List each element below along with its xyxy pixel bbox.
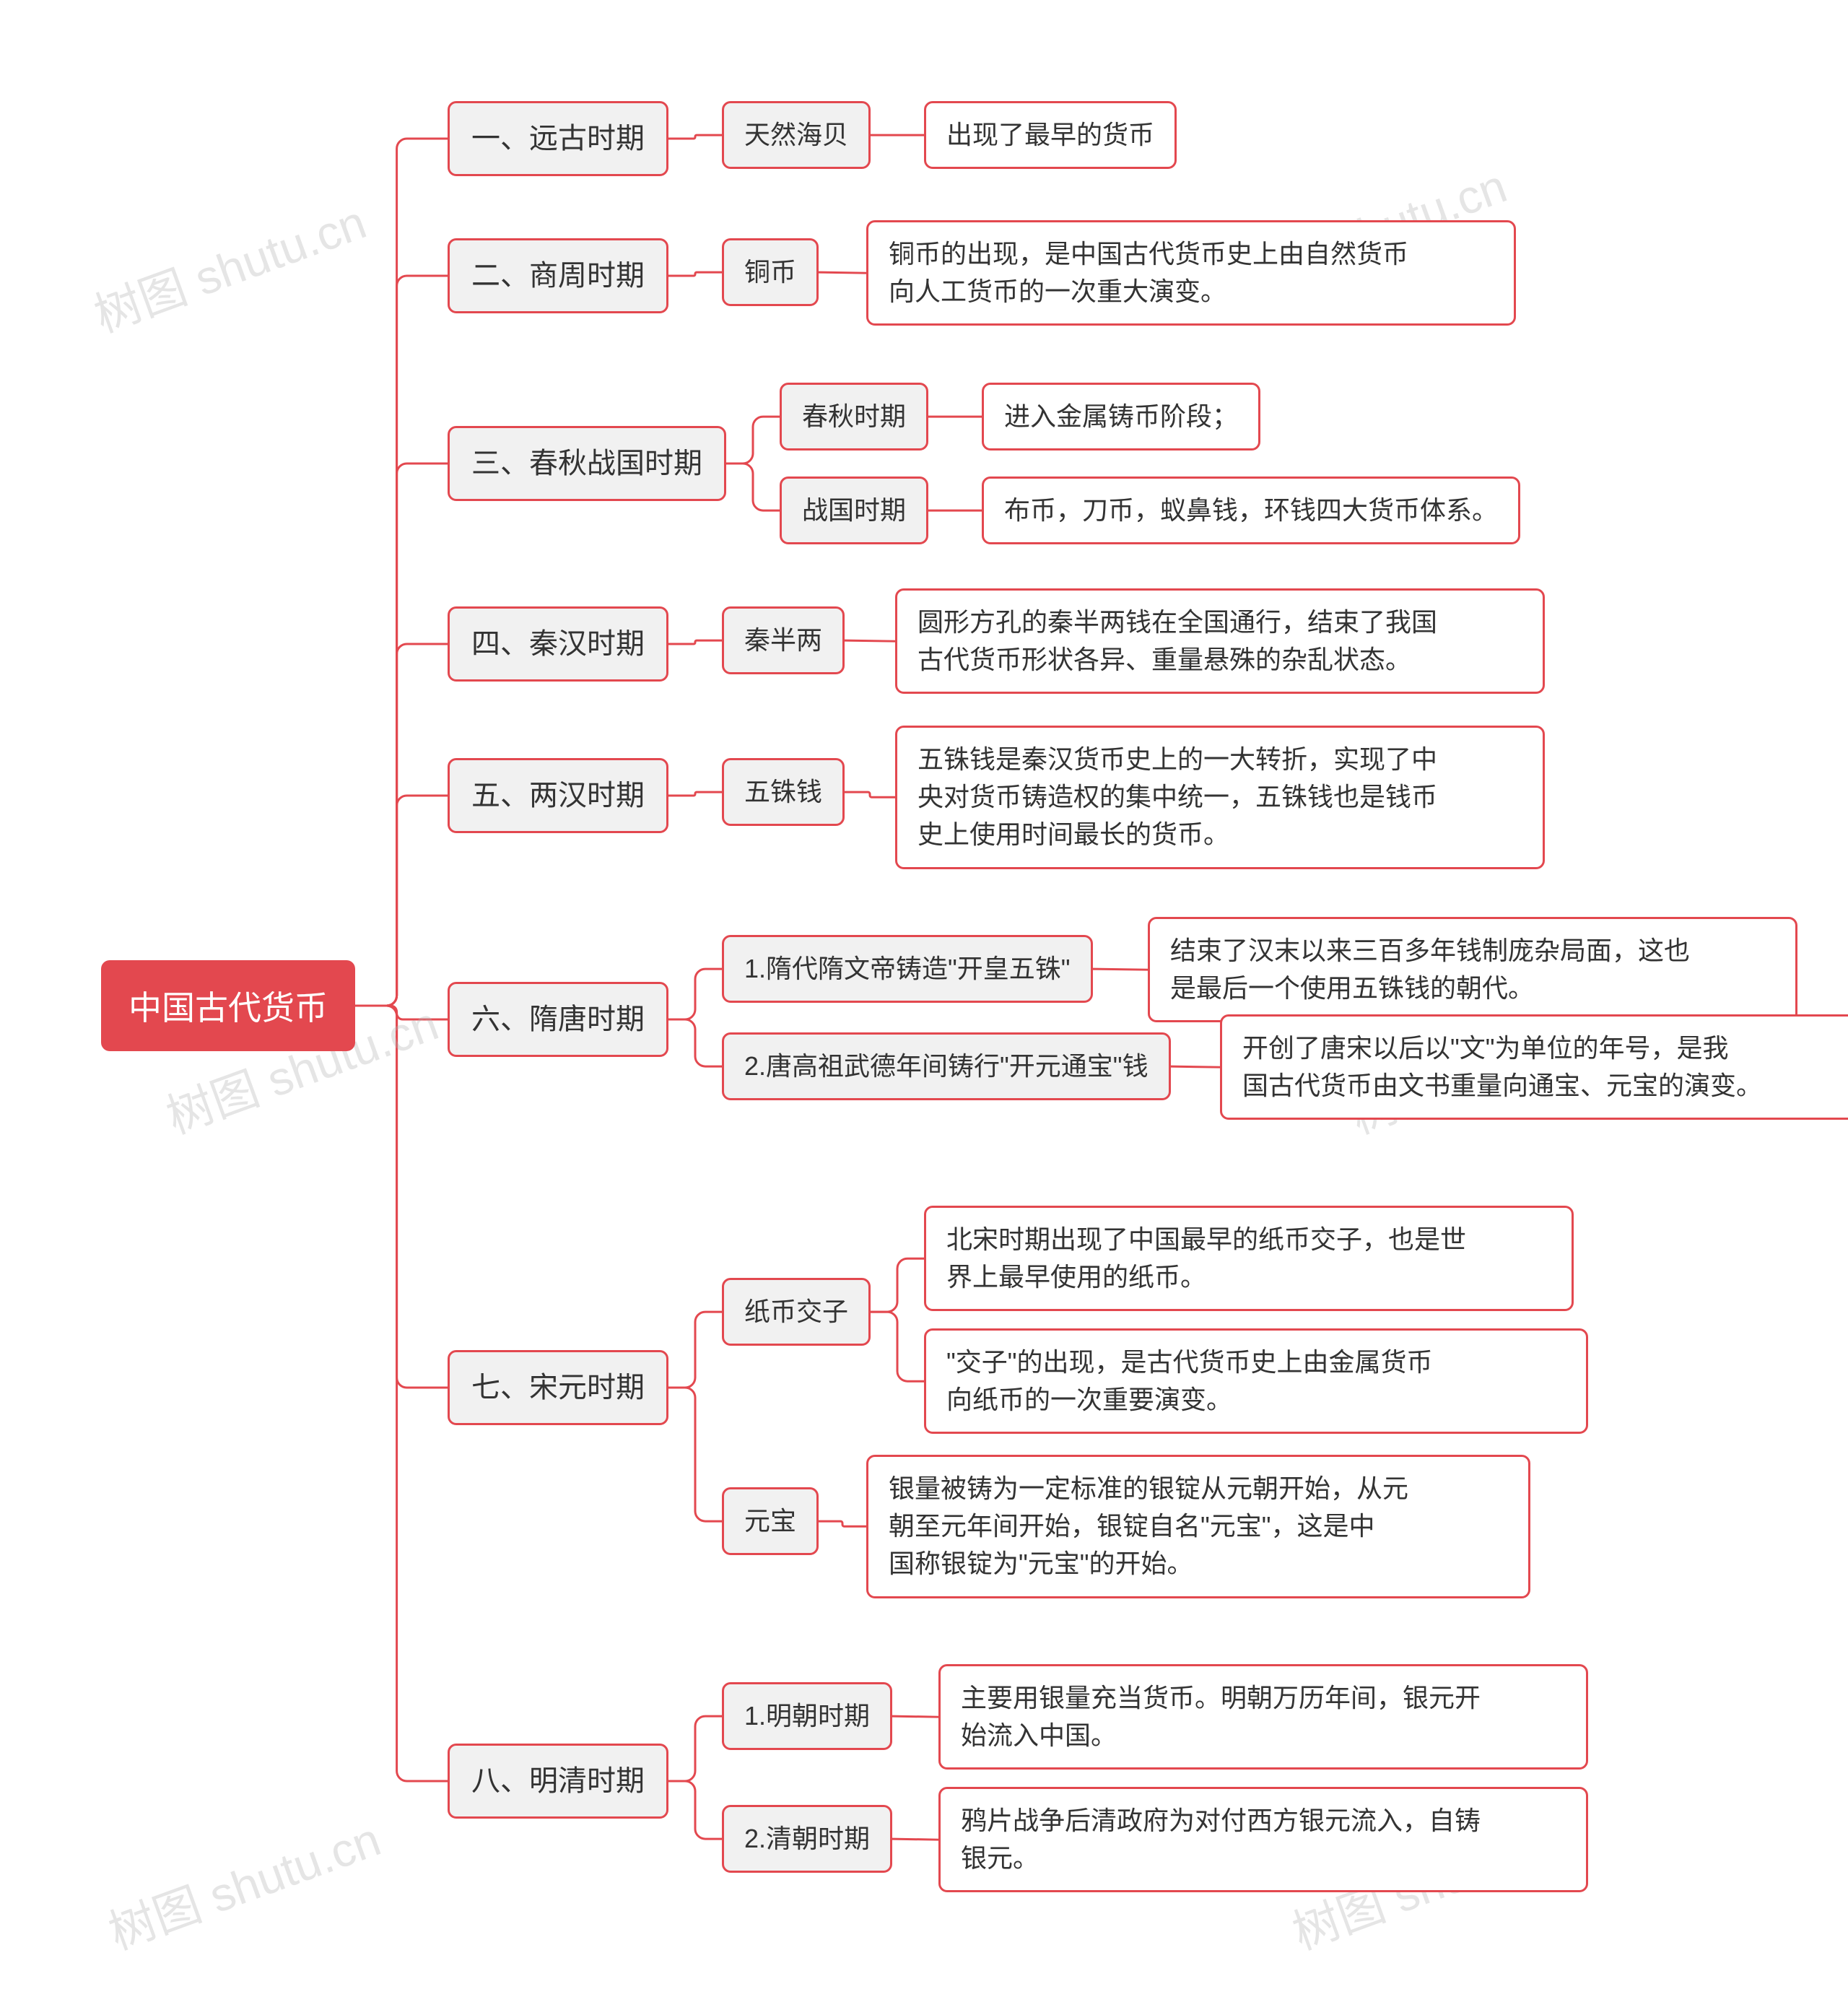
connector	[726, 463, 780, 510]
leaf-node[interactable]: 布币，刀币，蚁鼻钱，环钱四大货币体系。	[982, 476, 1520, 544]
branch-node[interactable]: 一、远古时期	[448, 101, 668, 176]
sub-node[interactable]: 秦半两	[722, 606, 845, 674]
connector	[871, 1312, 924, 1381]
connector	[355, 644, 448, 1006]
leaf-node[interactable]: 开创了唐宋以后以"文"为单位的年号，是我国古代货币由文书重量向通宝、元宝的演变。	[1220, 1014, 1848, 1120]
connector	[726, 417, 780, 463]
connector	[355, 463, 448, 1006]
sub-node[interactable]: 元宝	[722, 1487, 819, 1555]
connector	[355, 796, 448, 1006]
connector	[668, 1781, 722, 1839]
connector	[668, 1019, 722, 1066]
branch-node[interactable]: 二、商周时期	[448, 238, 668, 313]
connector	[355, 1006, 448, 1019]
leaf-node[interactable]: 结束了汉末以来三百多年钱制庞杂局面，这也是最后一个使用五铢钱的朝代。	[1148, 917, 1797, 1022]
sub-node[interactable]: 五铢钱	[722, 758, 845, 826]
connector	[668, 272, 722, 276]
leaf-node[interactable]: 圆形方孔的秦半两钱在全国通行，结束了我国古代货币形状各异、重量悬殊的杂乱状态。	[895, 588, 1545, 694]
sub-node[interactable]: 春秋时期	[780, 383, 928, 451]
leaf-node[interactable]: 铜币的出现，是中国古代货币史上由自然货币向人工货币的一次重大演变。	[866, 220, 1516, 326]
connector	[668, 135, 722, 139]
connector	[871, 1258, 924, 1312]
connector	[355, 1006, 448, 1388]
connector	[892, 1839, 938, 1840]
connector	[355, 139, 448, 1006]
sub-node[interactable]: 铜币	[722, 238, 819, 306]
connector	[668, 969, 722, 1019]
connector	[668, 1388, 722, 1521]
connector	[355, 1006, 448, 1781]
connector	[668, 792, 722, 796]
connector	[819, 1521, 866, 1526]
connector	[668, 1312, 722, 1388]
connector	[819, 272, 866, 273]
mindmap-canvas: 树图 shutu.cn树图 shutu.cn树图 shutu.cn树图 shut…	[0, 0, 1848, 2002]
connector	[1171, 1066, 1220, 1067]
leaf-node[interactable]: 出现了最早的货币	[924, 101, 1177, 169]
branch-node[interactable]: 八、明清时期	[448, 1744, 668, 1819]
connector	[668, 1716, 722, 1781]
connector	[845, 792, 895, 797]
leaf-node[interactable]: 主要用银量充当货币。明朝万历年间，银元开始流入中国。	[938, 1664, 1588, 1770]
connector	[668, 640, 722, 644]
branch-node[interactable]: 七、宋元时期	[448, 1350, 668, 1425]
leaf-node[interactable]: "交子"的出现，是古代货币史上由金属货币向纸币的一次重要演变。	[924, 1328, 1588, 1434]
sub-node[interactable]: 纸币交子	[722, 1278, 871, 1346]
branch-node[interactable]: 六、隋唐时期	[448, 982, 668, 1057]
leaf-node[interactable]: 五铢钱是秦汉货币史上的一大转折，实现了中央对货币铸造权的集中统一，五铢钱也是钱币…	[895, 726, 1545, 869]
leaf-node[interactable]: 进入金属铸币阶段；	[982, 383, 1260, 451]
sub-node[interactable]: 战国时期	[780, 476, 928, 544]
sub-node[interactable]: 天然海贝	[722, 101, 871, 169]
root-node[interactable]: 中国古代货币	[101, 960, 355, 1051]
leaf-node[interactable]: 银量被铸为一定标准的银锭从元朝开始，从元朝至元年间开始，银锭自名"元宝"，这是中…	[866, 1455, 1530, 1598]
sub-node[interactable]: 1.明朝时期	[722, 1682, 892, 1750]
connector	[355, 276, 448, 1006]
branch-node[interactable]: 五、两汉时期	[448, 758, 668, 833]
connector	[1093, 969, 1148, 970]
connector	[892, 1716, 938, 1717]
sub-node[interactable]: 2.唐高祖武德年间铸行"开元通宝"钱	[722, 1032, 1171, 1100]
leaf-node[interactable]: 鸦片战争后清政府为对付西方银元流入，自铸银元。	[938, 1787, 1588, 1892]
leaf-node[interactable]: 北宋时期出现了中国最早的纸币交子，也是世界上最早使用的纸币。	[924, 1206, 1574, 1311]
connector	[845, 640, 895, 641]
sub-node[interactable]: 1.隋代隋文帝铸造"开皇五铢"	[722, 935, 1093, 1003]
branch-node[interactable]: 四、秦汉时期	[448, 606, 668, 682]
branch-node[interactable]: 三、春秋战国时期	[448, 426, 726, 501]
sub-node[interactable]: 2.清朝时期	[722, 1805, 892, 1873]
